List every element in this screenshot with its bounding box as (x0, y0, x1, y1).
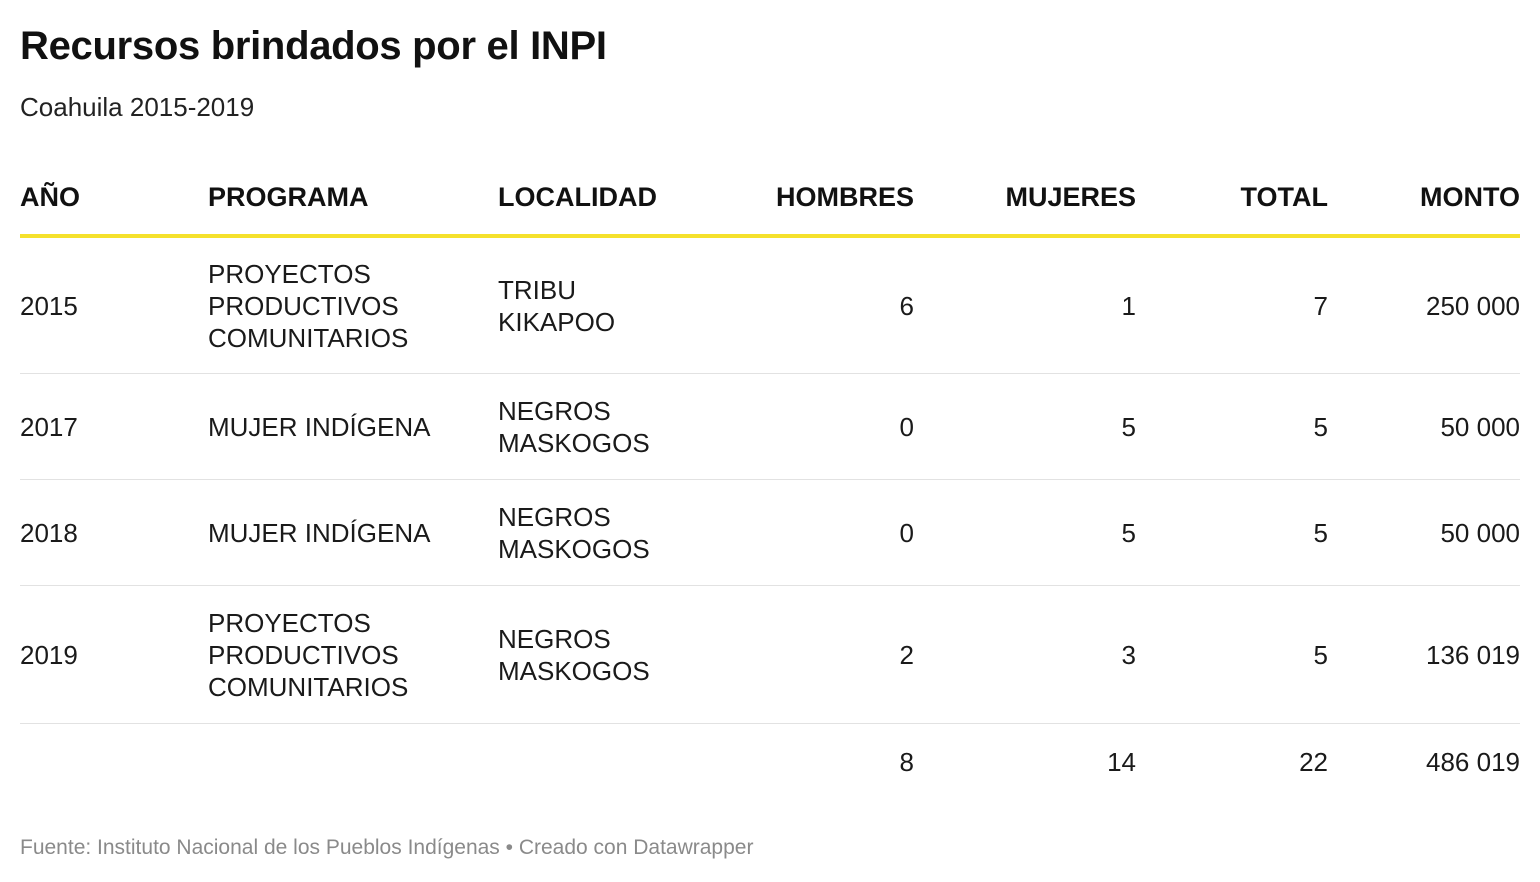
cell-mujeres: 1 (914, 236, 1136, 374)
totals-cell-programa (208, 724, 498, 801)
column-header-localidad[interactable]: LOCALIDAD (498, 160, 698, 238)
cell-monto: 250 000 (1328, 236, 1520, 374)
cell-anio: 2015 (20, 236, 208, 374)
cell-programa: PROYECTOS PRODUCTIVOS COMUNITARIOS (208, 585, 498, 724)
source-footer: Fuente: Instituto Nacional de los Pueblo… (20, 836, 754, 859)
cell-programa: MUJER INDÍGENA (208, 479, 498, 586)
table-row: 2017 MUJER INDÍGENA NEGROS MASKOGOS 0 5 … (20, 373, 1520, 480)
cell-hombres: 0 (698, 373, 914, 480)
column-header-hombres[interactable]: HOMBRES (698, 160, 914, 238)
cell-localidad: NEGROS MASKOGOS (498, 373, 698, 480)
column-header-programa[interactable]: PROGRAMA (208, 160, 498, 238)
cell-anio: 2018 (20, 479, 208, 586)
cell-hombres: 0 (698, 479, 914, 586)
column-header-monto[interactable]: MONTO (1328, 160, 1520, 238)
cell-localidad: NEGROS MASKOGOS (498, 479, 698, 586)
cell-anio: 2017 (20, 373, 208, 480)
chart-title: Recursos brindados por el INPI (20, 24, 607, 68)
cell-mujeres: 5 (914, 479, 1136, 586)
cell-total: 5 (1136, 373, 1328, 480)
column-header-mujeres[interactable]: MUJERES (914, 160, 1136, 238)
table-row: 2018 MUJER INDÍGENA NEGROS MASKOGOS 0 5 … (20, 479, 1520, 586)
cell-localidad: TRIBU KIKAPOO (498, 236, 698, 374)
table-row: 2015 PROYECTOS PRODUCTIVOS COMUNITARIOS … (20, 236, 1520, 374)
totals-cell-anio (20, 724, 208, 801)
table-header-row: AÑO PROGRAMA LOCALIDAD HOMBRES MUJERES T… (20, 160, 1520, 238)
totals-cell-localidad (498, 724, 698, 801)
data-table: AÑO PROGRAMA LOCALIDAD HOMBRES MUJERES T… (20, 160, 1520, 800)
cell-monto: 136 019 (1328, 585, 1520, 724)
cell-mujeres: 3 (914, 585, 1136, 724)
cell-total: 5 (1136, 479, 1328, 586)
cell-localidad: NEGROS MASKOGOS (498, 585, 698, 724)
cell-hombres: 6 (698, 236, 914, 374)
table-row: 2019 PROYECTOS PRODUCTIVOS COMUNITARIOS … (20, 585, 1520, 724)
totals-cell-hombres: 8 (899, 746, 914, 777)
column-header-anio[interactable]: AÑO (20, 160, 208, 238)
cell-total: 7 (1136, 236, 1328, 374)
cell-programa: MUJER INDÍGENA (208, 373, 498, 480)
totals-cell-mujeres: 14 (1107, 746, 1136, 777)
cell-mujeres: 5 (914, 373, 1136, 480)
cell-anio: 2019 (20, 585, 208, 724)
totals-row: 8 14 22 486 019 (20, 724, 1520, 801)
cell-hombres: 2 (698, 585, 914, 724)
column-header-total[interactable]: TOTAL (1136, 160, 1328, 238)
cell-monto: 50 000 (1328, 373, 1520, 480)
cell-monto: 50 000 (1328, 479, 1520, 586)
totals-cell-total: 22 (1299, 746, 1328, 777)
cell-total: 5 (1136, 585, 1328, 724)
cell-programa: PROYECTOS PRODUCTIVOS COMUNITARIOS (208, 236, 498, 374)
chart-subtitle: Coahuila 2015-2019 (20, 92, 255, 122)
totals-cell-monto: 486 019 (1426, 746, 1520, 777)
